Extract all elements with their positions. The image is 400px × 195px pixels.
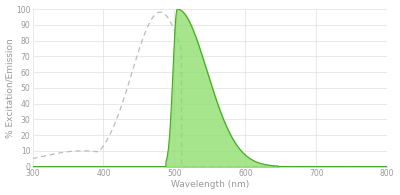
- X-axis label: Wavelength (nm): Wavelength (nm): [171, 180, 249, 190]
- Y-axis label: % Excitation/Emission: % Excitation/Emission: [6, 38, 14, 138]
